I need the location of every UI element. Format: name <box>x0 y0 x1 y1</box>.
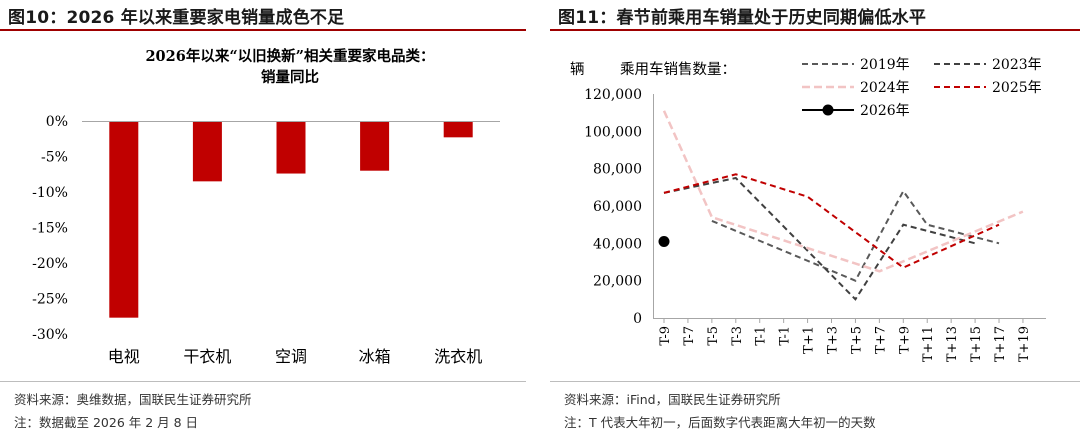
line-x-tick-label: T+5 <box>849 326 864 354</box>
legend-2026-marker <box>822 104 834 116</box>
right-title-rule <box>550 29 1080 31</box>
legend-2025年-label: 2025年 <box>992 80 1042 96</box>
line-x-tick-label: T+7 <box>873 326 888 354</box>
line-y-tick-label: 40,000 <box>593 236 642 252</box>
line-x-tick-label: T+1 <box>802 326 817 354</box>
right-bottom-rule <box>550 381 1080 382</box>
line-x-tick-label: T+9 <box>897 326 912 354</box>
right-note: 注：T 代表大年初一，后面数字代表距离大年初一的天数 <box>564 415 876 430</box>
line-x-tick-label: T-1 <box>754 326 769 346</box>
left-source: 资料来源：奥维数据，国联民生证券研究所 <box>14 392 252 407</box>
bar-干衣机 <box>192 121 222 182</box>
series-label: 乘用车销售数量： <box>620 61 736 78</box>
line-x-tick-label: T+17 <box>993 326 1008 362</box>
bar-电视 <box>109 121 139 318</box>
left-note: 注：数据截至 2026 年 2 月 8 日 <box>14 415 199 430</box>
bar-category-label: 冰箱 <box>359 347 391 366</box>
right-panel: 图11：春节前乘用车销量处于历史同期偏低水平 辆 乘用车销售数量： 2019年 2… <box>550 0 1080 433</box>
bar-chart-subtitle: 销量同比 <box>261 68 319 86</box>
left-panel: 图10：2026 年以来重要家电销量成色不足 2026年以来“以旧换新”相关重要… <box>0 0 530 433</box>
legend-2026年-label: 2026年 <box>860 103 910 119</box>
bar-空调 <box>276 121 306 174</box>
right-figure-title: 图11：春节前乘用车销量处于历史同期偏低水平 <box>558 8 927 28</box>
bar-y-tick-label: 0% <box>46 114 68 130</box>
line-x-tick-label: T-9 <box>658 326 673 346</box>
bar-y-tick-label: -5% <box>41 150 68 166</box>
line-y-tick-label: 20,000 <box>593 274 642 290</box>
series-2023年-line <box>663 176 976 301</box>
series-2026-point <box>658 235 670 247</box>
series-2019年-line <box>711 189 1000 282</box>
bar-冰箱 <box>360 121 390 171</box>
left-bottom-rule <box>0 381 526 382</box>
bar-category-label: 空调 <box>275 347 307 366</box>
line-x-tick-label: T+3 <box>826 326 841 354</box>
bar-洗衣机 <box>443 121 473 138</box>
unit-label: 辆 <box>570 61 585 78</box>
bar-y-tick-label: -20% <box>32 256 68 272</box>
line-x-tick-label: T+15 <box>969 326 984 362</box>
left-figure-title: 图10：2026 年以来重要家电销量成色不足 <box>8 8 345 28</box>
bar-y-tick-label: -10% <box>32 185 68 201</box>
bar-chart-title: 2026年以来“以旧换新”相关重要家电品类： <box>145 47 434 65</box>
bar-y-tick-label: -15% <box>32 221 68 237</box>
legend-2024年-label: 2024年 <box>860 80 910 96</box>
line-x-tick-label: T-5 <box>706 326 721 346</box>
bar-category-label: 洗衣机 <box>434 347 482 366</box>
bar-category-label: 电视 <box>108 347 140 366</box>
legend-2019年-label: 2019年 <box>860 57 910 73</box>
line-x-tick-label: T+13 <box>945 326 960 362</box>
bar-category-label: 干衣机 <box>183 347 231 366</box>
line-y-tick-label: 60,000 <box>593 199 642 215</box>
appliance-sales-bar-chart: 2026年以来“以旧换新”相关重要家电品类： 销量同比 0% -5% -10% -15… <box>32 47 500 366</box>
line-y-tick-label: 100,000 <box>584 124 642 140</box>
left-title-rule <box>0 29 526 31</box>
line-y-tick-label: 120,000 <box>584 87 642 103</box>
legend-2023年-label: 2023年 <box>992 57 1042 73</box>
series-2024年-line <box>662 110 1024 273</box>
series-2025年-line <box>663 173 1000 269</box>
line-x-tick-label: T+19 <box>1017 326 1032 362</box>
bar-y-tick-label: -25% <box>32 292 68 308</box>
line-y-tick-label: 0 <box>633 311 642 327</box>
line-x-tick-label: T-3 <box>730 326 745 346</box>
car-sales-line-chart: 辆 乘用车销售数量： 2019年 2023年 2024年 2025年 2026年 0 20… <box>570 57 1046 362</box>
line-y-tick-label: 80,000 <box>593 162 642 178</box>
line-x-tick-label: T-1 <box>778 326 793 346</box>
line-x-tick-label: T+11 <box>921 326 936 362</box>
line-x-tick-label: T-7 <box>682 326 697 346</box>
bar-y-tick-label: -30% <box>32 327 68 343</box>
right-source: 资料来源：iFind，国联民生证券研究所 <box>564 392 781 407</box>
